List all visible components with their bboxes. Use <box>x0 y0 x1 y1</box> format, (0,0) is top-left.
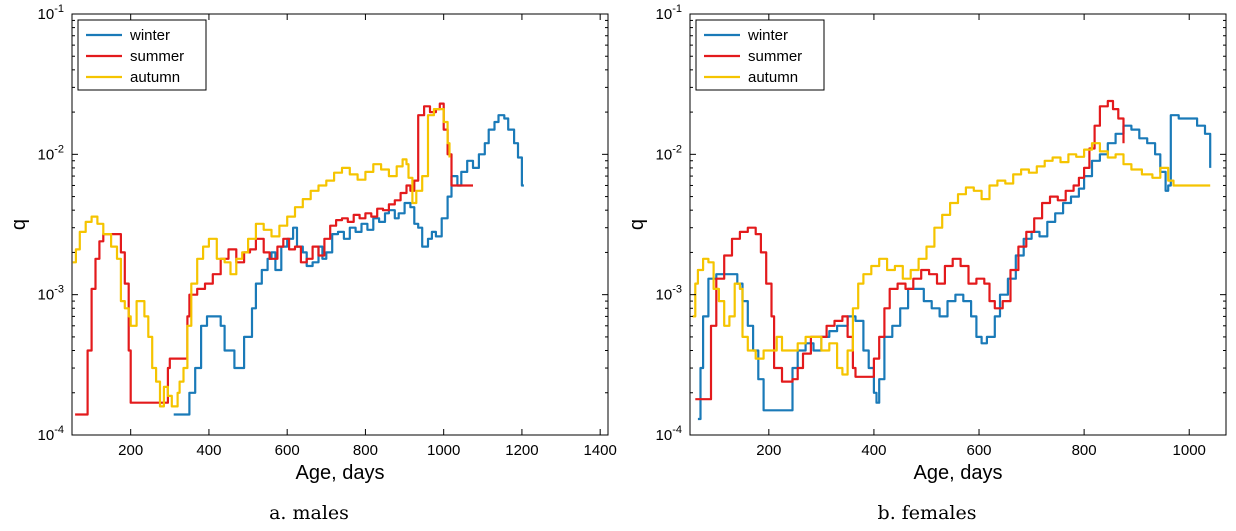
y-axis-label: q <box>8 219 30 230</box>
legend: winter summer autumn <box>77 19 207 91</box>
x-tick-label: 200 <box>756 442 781 459</box>
y-tick-label: 10-2 <box>656 143 682 163</box>
y-tick-label: 10-2 <box>38 143 64 163</box>
chart-panel-males: 200 400 600 800 1000 1200 1400 10-4 10-3 10-2 10-1… <box>8 3 617 524</box>
caption-females: b. females <box>877 502 977 524</box>
y-tick-label: 10-3 <box>656 284 682 304</box>
x-axis-label: Age, days <box>296 462 385 484</box>
legend-label-winter: winter <box>747 27 788 44</box>
chart-males: 200 400 600 800 1000 1200 1400 10-4 10-3 10-2 10-1… <box>8 3 617 484</box>
caption-males: a. males <box>269 502 349 524</box>
y-tick-label: 10-1 <box>656 3 682 23</box>
y-tick-label: 10-1 <box>38 3 64 23</box>
legend-label-summer: summer <box>748 48 802 65</box>
series-line-autumn <box>72 108 451 408</box>
x-tick-label: 1200 <box>505 442 538 459</box>
x-tick-label: 200 <box>118 442 143 459</box>
x-tick-label: 400 <box>196 442 221 459</box>
y-tick-label: 10-3 <box>38 284 64 304</box>
legend-label-summer: summer <box>130 48 184 65</box>
x-axis-label: Age, days <box>914 462 1003 484</box>
series-line-winter <box>697 114 1212 421</box>
x-tick-label: 1000 <box>1173 442 1206 459</box>
series-line-summer <box>75 102 473 416</box>
series-line-summer <box>695 99 1125 401</box>
chart-panel-females: 200 400 600 800 1000 10-4 10-3 10-2 10-1 Age, day… <box>618 0 1236 531</box>
chart-females: 200 400 600 800 1000 10-4 10-3 10-2 10-1 Age, day… <box>626 3 1227 484</box>
y-tick-label: 10-4 <box>38 424 64 444</box>
y-tick-label: 10-4 <box>656 424 682 444</box>
legend-label-autumn: autumn <box>130 69 180 86</box>
series-line-autumn <box>692 142 1211 376</box>
legend-label-winter: winter <box>129 27 170 44</box>
plot-frame <box>689 13 1227 436</box>
x-tick-label: 1400 <box>583 442 616 459</box>
x-tick-label: 600 <box>967 442 992 459</box>
x-tick-label: 1000 <box>427 442 460 459</box>
plot-frame <box>71 13 609 436</box>
legend-label-autumn: autumn <box>748 69 798 86</box>
y-axis-label: q <box>626 219 648 230</box>
series-line-winter <box>173 114 524 416</box>
x-tick-label: 400 <box>861 442 886 459</box>
x-tick-label: 600 <box>275 442 300 459</box>
legend: winter summer autumn <box>695 19 825 91</box>
x-tick-label: 800 <box>353 442 378 459</box>
x-tick-label: 800 <box>1072 442 1097 459</box>
